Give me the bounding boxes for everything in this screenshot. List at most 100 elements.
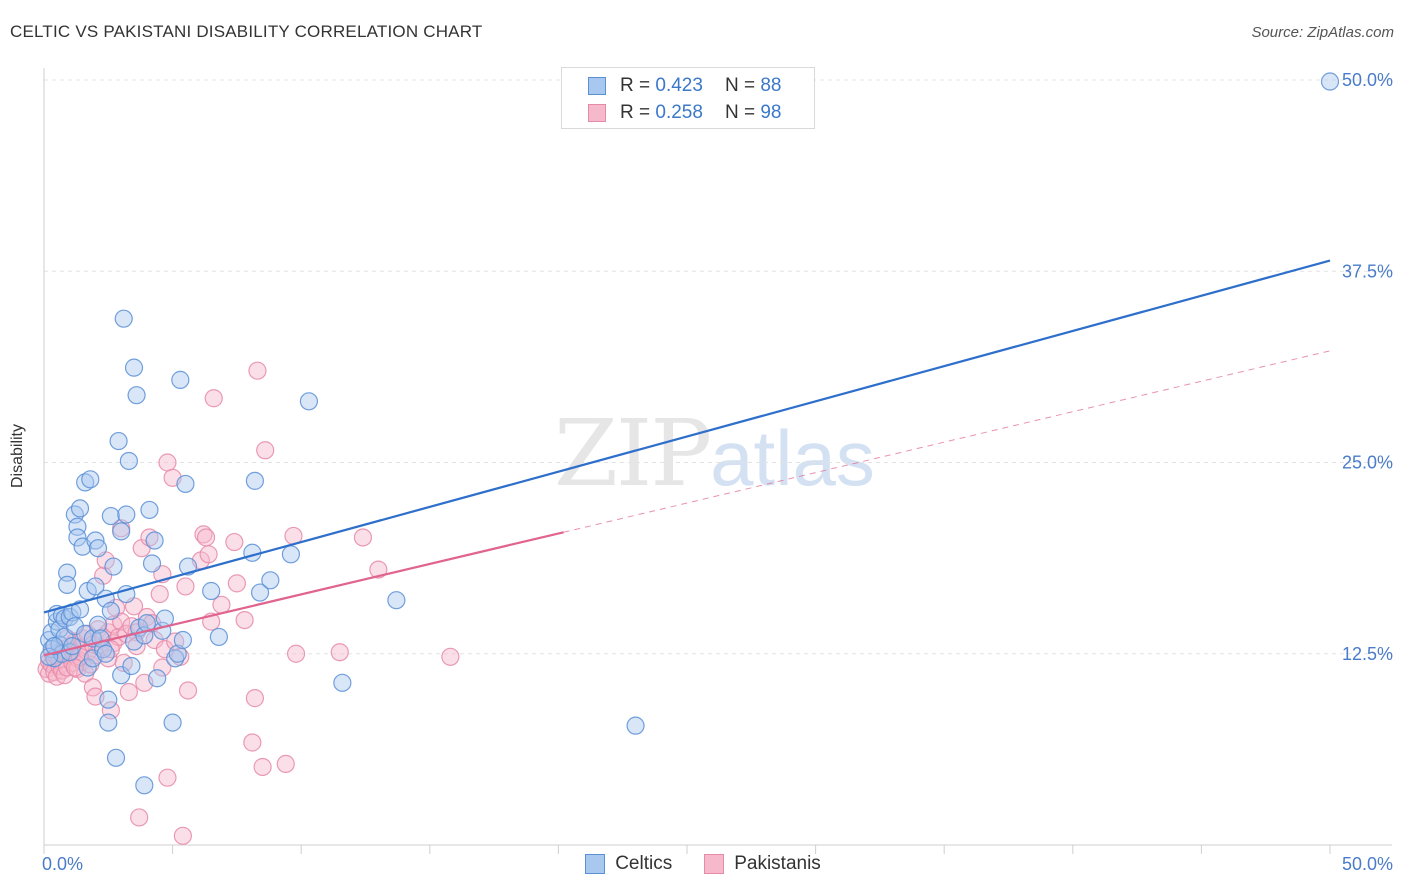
legend-label-pakistanis: Pakistanis [734, 853, 821, 874]
pakistanis-point [199, 545, 218, 564]
pakistanis-point [173, 826, 192, 845]
celtics-point [112, 666, 131, 685]
legend-label-celtics: Celtics [615, 853, 673, 874]
celtics-point [70, 499, 90, 518]
watermark-zip: ZIP [554, 400, 712, 507]
pakistanis-point [119, 682, 138, 702]
pakistanis-point [353, 528, 373, 547]
pakistanis-point [253, 757, 272, 777]
celtics-point [1320, 72, 1340, 91]
celtics-point [163, 713, 182, 732]
pakistanis-legend-swatch [704, 854, 725, 874]
celtics-point [245, 471, 265, 490]
celtics-point [281, 545, 301, 564]
x-tick-label: 50.0% [1342, 854, 1393, 874]
x-tick-label: 0.0% [42, 854, 83, 874]
celtics-point [202, 581, 221, 601]
celtics-point [387, 591, 406, 610]
pakistanis-point [276, 754, 295, 774]
celtics-point [68, 517, 87, 536]
pakistanis-point [204, 389, 223, 408]
pakistanis-point [243, 733, 262, 752]
celtics-point [119, 451, 138, 471]
celtics-point [81, 470, 100, 489]
celtics-point [148, 669, 167, 688]
pakistanis-point [227, 574, 246, 593]
celtics-swatch [588, 77, 606, 95]
legend-r-label: R = [620, 102, 651, 123]
pakistanis-point [158, 768, 177, 787]
celtics-point [122, 656, 141, 676]
celtics-point [142, 554, 162, 573]
watermark: ZIPatlas [554, 400, 875, 507]
celtics-point [104, 557, 123, 576]
celtics-point [106, 748, 126, 767]
celtics-point [626, 716, 645, 735]
pakistanis-swatch [588, 104, 606, 122]
celtics-point [96, 644, 115, 663]
celtics-point [140, 500, 159, 520]
celtics-point [176, 474, 195, 494]
pakistanis-point [178, 681, 198, 700]
celtics-point [101, 506, 120, 526]
pakistanis-point [256, 441, 275, 460]
pakistanis-point [441, 647, 460, 666]
celtics-point [250, 583, 270, 602]
celtics-point [70, 600, 90, 619]
pakistanis-point [330, 643, 349, 662]
celtics-point [168, 644, 187, 663]
pakistanis-point [194, 525, 213, 544]
pakistanis-point [106, 598, 126, 617]
celtics-legend-swatch [585, 854, 606, 874]
chart-title: CELTIC VS PAKISTANI DISABILITY CORRELATI… [10, 22, 483, 41]
celtics-point [333, 673, 352, 692]
legend-n-label: N = [724, 102, 756, 123]
pakistanis-point [153, 658, 172, 677]
y-tick-label: 37.5% [1342, 261, 1393, 281]
y-tick-label: 25.0% [1342, 453, 1393, 473]
celtics-trend-line [43, 259, 1331, 614]
celtics-point [171, 370, 190, 389]
celtics-point [68, 528, 87, 547]
celtics-point [45, 636, 64, 656]
pakistanis-point [130, 808, 149, 827]
legend-item-pakistanis: Pakistanis [704, 853, 821, 875]
pakistanis-point [140, 528, 159, 547]
pakistanis-point [158, 453, 177, 472]
pakistanis-point [248, 361, 267, 380]
celtics-point [86, 577, 105, 596]
legend-row-celtics: R = 0.423 N = 88 [588, 74, 781, 98]
pakistanis-point [176, 577, 195, 596]
celtics-point [78, 658, 97, 677]
celtics-point [101, 601, 120, 621]
legend-n-label: N = [724, 75, 756, 96]
celtics-point [135, 776, 154, 795]
celtics-point [261, 571, 280, 590]
legend-n-value: 88 [760, 75, 782, 96]
legend-r-value: 0.423 [655, 75, 703, 96]
legend-row-pakistanis: R = 0.258 N = 98 [588, 101, 781, 125]
legend-n-value: 98 [760, 102, 782, 123]
celtics-point [109, 431, 128, 451]
pakistanis-trend-line [43, 531, 564, 657]
celtics-point [209, 627, 228, 647]
legend-item-celtics: Celtics [585, 853, 672, 875]
source-label: Source: ZipAtlas.com [1251, 24, 1394, 41]
pakistanis-point [145, 630, 164, 650]
celtics-point [88, 539, 108, 558]
celtics-point [173, 630, 192, 650]
celtics-point [65, 617, 84, 636]
celtics-point [117, 505, 136, 524]
legend-r-value: 0.258 [655, 102, 703, 123]
celtics-point [58, 575, 77, 595]
celtics-point [145, 531, 164, 550]
y-tick-label: 12.5% [1342, 644, 1393, 664]
celtics-point [127, 386, 146, 405]
pakistanis-point [196, 528, 216, 547]
celtics-point [299, 392, 319, 411]
pakistanis-point [150, 584, 169, 604]
pakistanis-point [369, 560, 388, 579]
celtics-point [124, 358, 144, 377]
correlation-legend: R = 0.423 N = 88 R = 0.258 N = 98 [561, 67, 815, 129]
